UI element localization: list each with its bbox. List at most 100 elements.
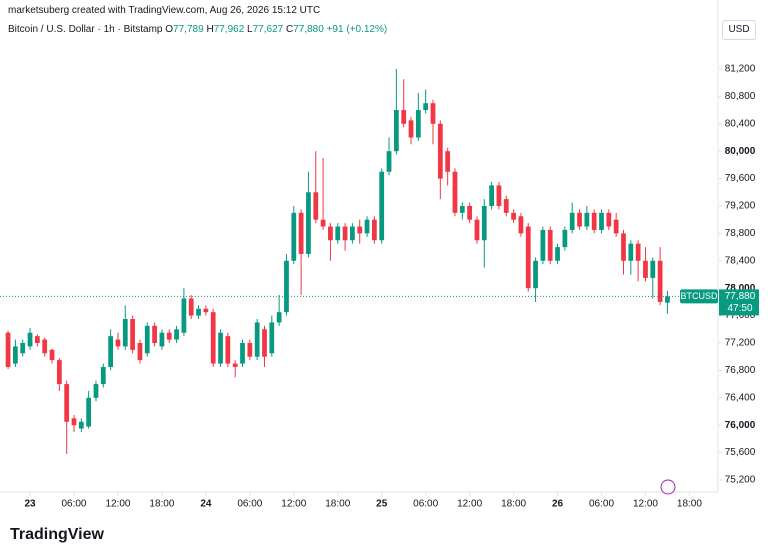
x-tick-label: 23 <box>24 499 36 510</box>
candle-body <box>372 219 377 241</box>
candle-body <box>459 205 465 213</box>
candle-body <box>650 260 656 278</box>
candle-body <box>379 171 385 241</box>
candle-body <box>555 247 560 261</box>
x-tick-label: 18:00 <box>501 499 526 510</box>
candle-body <box>364 219 370 234</box>
candle-body <box>130 319 135 350</box>
candle-body <box>122 319 128 347</box>
symbol: Bitcoin / U.S. Dollar · 1h · Bitstamp <box>8 24 163 35</box>
y-tick-label: 78,800 <box>725 228 756 239</box>
candle-body <box>262 329 267 357</box>
candle-body <box>613 219 619 234</box>
y-tick-label: 76,800 <box>725 365 756 376</box>
price-tag-symbol <box>680 289 718 304</box>
candle-body <box>481 205 487 241</box>
candle-body <box>518 216 524 234</box>
x-tick-label: 06:00 <box>413 499 438 510</box>
ohlc-key: C <box>285 24 294 35</box>
candle-body <box>525 226 531 289</box>
candle-body <box>240 342 245 364</box>
candle-body <box>445 151 451 172</box>
x-tick-label: 12:00 <box>633 499 658 510</box>
candle-body <box>621 233 626 261</box>
y-tick-label: 80,000 <box>725 146 756 157</box>
candle-body <box>643 260 648 278</box>
candle-body <box>181 298 187 333</box>
candle-body <box>569 212 575 230</box>
candle-body <box>591 212 597 230</box>
x-tick-label: 06:00 <box>237 499 262 510</box>
candle-body <box>335 226 341 241</box>
candle-body <box>393 110 399 152</box>
candle-body <box>166 332 172 340</box>
candle-body <box>108 336 114 367</box>
candle-body <box>56 360 62 385</box>
candle-body <box>284 260 289 313</box>
x-tick-label: 24 <box>200 499 212 510</box>
currency-button[interactable]: USD <box>722 20 756 40</box>
ohlc-value: 77,789 <box>173 24 204 35</box>
y-tick-label: 80,800 <box>725 91 756 102</box>
candle-body <box>635 243 641 261</box>
x-tick-label: 06:00 <box>589 499 614 510</box>
event-icon[interactable] <box>660 479 676 495</box>
candle-body <box>415 110 421 138</box>
candle-body <box>489 185 494 206</box>
candle-body <box>232 363 238 367</box>
candle-body <box>496 185 502 206</box>
ohlc-value: 77,880 <box>293 24 324 35</box>
candle-body <box>562 229 568 248</box>
x-tick-label: 18:00 <box>325 499 350 510</box>
candle-body <box>27 332 33 347</box>
candle-body <box>188 298 194 316</box>
candle-body <box>152 325 157 343</box>
candle-body <box>430 103 436 124</box>
ohlc-key: H <box>206 24 214 35</box>
candle-body <box>408 120 414 138</box>
candle-body <box>342 226 348 241</box>
y-tick-label: 80,400 <box>725 118 756 129</box>
y-tick-label: 75,600 <box>725 447 756 458</box>
candle-body <box>13 346 18 364</box>
legend: Bitcoin / U.S. Dollar · 1h · Bitstamp O7… <box>8 24 387 35</box>
price-tag-text: 77,880 <box>725 291 756 302</box>
candle-body <box>225 336 231 364</box>
candle-body <box>584 212 590 227</box>
candle-body <box>423 103 429 111</box>
candle-body <box>34 336 40 343</box>
candle-body <box>511 212 516 220</box>
y-tick-label: 75,200 <box>725 475 756 486</box>
candle-body <box>306 192 311 254</box>
candle-body <box>64 384 70 422</box>
created-note: marketsuberg created with TradingView.co… <box>8 5 321 16</box>
candle-body <box>313 192 319 220</box>
candle-body <box>298 212 304 254</box>
x-tick-label: 26 <box>552 499 564 510</box>
candle-body <box>328 226 333 241</box>
price-tag-symbol-text: BTCUSD <box>680 291 718 301</box>
candle-body <box>5 332 11 367</box>
countdown: 47:50 <box>727 303 752 314</box>
candle-body <box>503 199 509 213</box>
candle-body <box>218 332 223 364</box>
candle-body <box>599 212 604 230</box>
candle-body <box>78 421 84 429</box>
candle-body <box>533 260 538 289</box>
y-tick-label: 78,000 <box>725 283 756 294</box>
y-tick-label: 77,200 <box>725 338 756 349</box>
candle-body <box>203 308 209 313</box>
candle-body <box>42 339 48 354</box>
x-tick-label: 18:00 <box>149 499 174 510</box>
candle-body <box>320 219 326 227</box>
change: +91 (+0.12%) <box>326 24 388 35</box>
candle-body <box>577 212 582 227</box>
candle-body <box>93 384 99 398</box>
candle-body <box>269 322 275 354</box>
candle-body <box>540 229 546 261</box>
candle-body <box>628 243 634 261</box>
x-tick-label: 25 <box>376 499 388 510</box>
candle-body <box>71 418 77 426</box>
